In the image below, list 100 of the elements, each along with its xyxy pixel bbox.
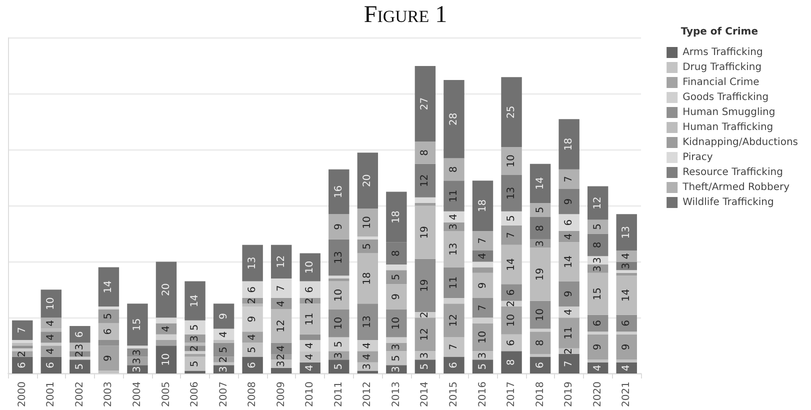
data-label: 11 <box>304 312 316 326</box>
data-label: 9 <box>247 316 258 322</box>
bar <box>501 77 522 148</box>
bar <box>270 244 292 278</box>
bar <box>616 270 637 273</box>
bar <box>530 202 551 217</box>
bar <box>472 298 494 318</box>
bar <box>156 346 177 374</box>
bar <box>12 346 33 348</box>
data-label: 2 <box>218 356 230 363</box>
bar <box>156 262 177 318</box>
data-label: 4 <box>448 214 460 220</box>
bar <box>98 267 120 306</box>
bar <box>501 147 522 176</box>
bar <box>558 242 580 282</box>
bar <box>300 304 320 334</box>
bar <box>444 230 464 268</box>
x-tick-label: 2001 <box>46 382 57 408</box>
bar <box>501 211 522 226</box>
data-label: 3 <box>132 358 143 364</box>
x-tick-label: 2009 <box>276 382 287 408</box>
bar <box>242 306 263 332</box>
data-label: 12 <box>592 196 604 210</box>
data-label: 7 <box>506 232 518 238</box>
data-label: 13 <box>506 186 518 200</box>
bar <box>558 169 580 189</box>
data-label: 9 <box>333 224 344 230</box>
bar <box>472 323 494 352</box>
data-label: 3 <box>190 335 201 342</box>
bar <box>616 360 637 362</box>
data-label: 7 <box>564 176 575 182</box>
x-tick-label: 2004 <box>132 382 143 408</box>
bar <box>616 214 637 251</box>
legend-label: Resource Trafficking <box>682 167 783 178</box>
bar <box>472 180 494 231</box>
data-label: 7 <box>448 344 460 350</box>
bar <box>444 180 464 212</box>
bar <box>156 334 177 340</box>
data-label: 4 <box>362 354 374 360</box>
data-label: 6 <box>247 362 258 368</box>
bar <box>501 225 522 245</box>
legend-label: Drug Trafficking <box>682 62 762 73</box>
data-label: 10 <box>160 353 172 366</box>
data-label: 6 <box>304 286 316 293</box>
bar <box>558 119 580 170</box>
bar <box>530 248 551 301</box>
data-label: 3 <box>390 344 402 350</box>
data-label: 5 <box>103 313 114 320</box>
legend-label: Wildlife Trafficking <box>682 197 774 208</box>
bar <box>300 253 320 282</box>
bar <box>40 290 62 318</box>
legend-label: Piracy <box>682 152 713 163</box>
data-label: 9 <box>564 198 575 205</box>
data-label: 11 <box>448 190 460 202</box>
x-tick-label: 2010 <box>304 382 316 408</box>
data-label: 12 <box>276 255 287 268</box>
x-tick-label: 2016 <box>477 382 488 408</box>
data-label: 6 <box>592 320 604 326</box>
bar <box>386 264 407 270</box>
data-label: 11 <box>564 326 575 340</box>
bar <box>70 351 90 357</box>
data-label: 9 <box>477 282 488 289</box>
data-label: 27 <box>420 97 431 110</box>
data-label: 15 <box>132 318 143 331</box>
bar <box>328 309 350 338</box>
data-label: 5 <box>592 224 604 230</box>
data-label: 8 <box>534 340 546 346</box>
data-label: 2 <box>304 298 316 304</box>
bar <box>386 365 407 374</box>
data-label: 6 <box>506 340 518 346</box>
data-label: 4 <box>247 334 258 340</box>
data-label: 8 <box>506 359 518 366</box>
bar <box>184 370 206 374</box>
bar <box>70 356 90 360</box>
bar <box>558 230 580 242</box>
bar <box>414 141 436 164</box>
bar <box>98 340 120 346</box>
data-label: 5 <box>477 363 488 370</box>
bar <box>558 318 580 348</box>
data-label: 6 <box>74 331 86 338</box>
data-label: 8 <box>420 149 431 156</box>
bar <box>156 318 177 324</box>
bar <box>328 276 350 278</box>
bar <box>357 253 378 304</box>
bar <box>530 164 551 203</box>
x-tick-label: 2014 <box>420 382 431 408</box>
bar <box>12 320 33 340</box>
data-label: 10 <box>506 314 518 327</box>
legend-title: Type of Crime <box>680 26 758 38</box>
data-label: 2 <box>276 354 287 360</box>
bar <box>444 304 464 338</box>
bar <box>414 202 436 206</box>
legend-label: Arms Trafficking <box>682 47 763 58</box>
bar <box>328 214 350 240</box>
data-label: 20 <box>362 174 374 187</box>
data-label: 6 <box>16 362 28 368</box>
data-label: 9 <box>390 293 402 300</box>
bar <box>501 306 522 334</box>
data-label: 2 <box>16 350 28 358</box>
bar <box>40 332 62 343</box>
